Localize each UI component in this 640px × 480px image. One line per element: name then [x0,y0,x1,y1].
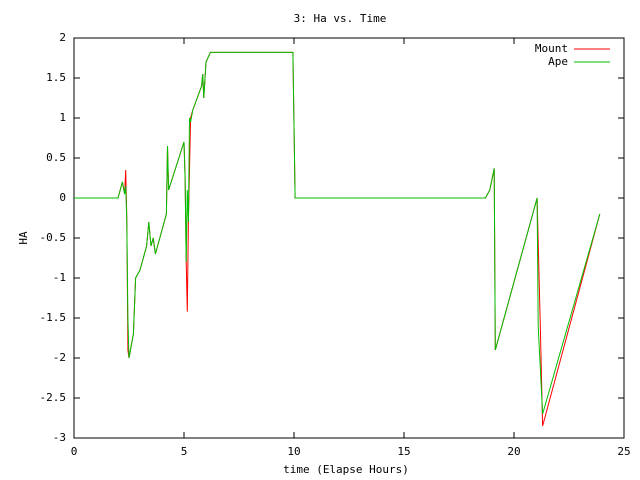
y-tick-label: 1.5 [46,71,66,84]
x-tick-label: 0 [71,445,78,458]
y-tick-label: -3 [53,431,66,444]
legend-label: Ape [548,55,568,68]
y-tick-label: 1 [59,111,66,124]
x-axis-label: time (Elapse Hours) [283,463,409,476]
chart-title: 3: Ha vs. Time [294,12,387,25]
y-tick-label: 0 [59,191,66,204]
y-tick-label: -2 [53,351,66,364]
y-tick-label: -1 [53,271,66,284]
series-line [74,51,601,415]
y-tick-label: -0.5 [40,231,67,244]
x-tick-label: 20 [507,445,520,458]
y-tick-label: 0.5 [46,151,66,164]
y-axis-label: HA [17,231,30,245]
x-tick-label: 15 [397,445,410,458]
x-tick-label: 25 [617,445,630,458]
y-tick-label: -1.5 [40,311,67,324]
x-tick-label: 10 [287,445,300,458]
y-tick-label: 2 [59,31,66,44]
legend-label: Mount [535,42,568,55]
x-tick-label: 5 [181,445,188,458]
y-tick-label: -2.5 [40,391,67,404]
